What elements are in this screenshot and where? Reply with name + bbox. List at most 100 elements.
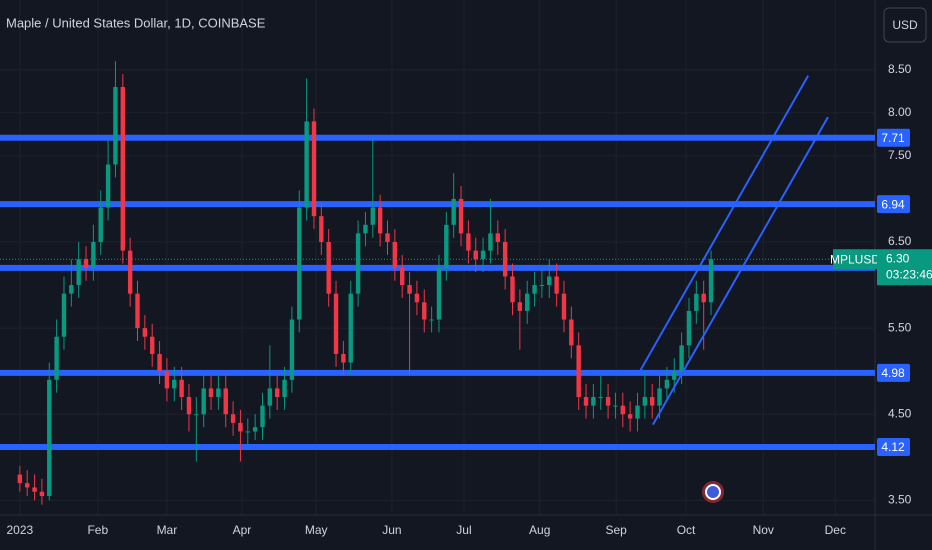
candle-body (208, 388, 214, 398)
candle-body (194, 414, 199, 416)
level-label: 4.12 (881, 440, 905, 454)
x-tick-label: 2023 (7, 523, 34, 537)
candle-body (120, 86, 125, 251)
symbol-tag (833, 249, 877, 270)
candle-body (319, 216, 324, 242)
candle-body (466, 233, 471, 251)
x-tick-label: Oct (677, 523, 696, 537)
candle-body (47, 379, 52, 497)
candle-body (25, 483, 30, 488)
candle-body (61, 293, 67, 337)
candle-body (304, 121, 309, 208)
candles (17, 61, 714, 505)
x-tick-label: Aug (529, 523, 550, 537)
candle-body (54, 336, 59, 380)
currency-button[interactable] (883, 7, 927, 43)
candle-body (694, 293, 699, 311)
candle-body (569, 319, 574, 346)
candle-body (267, 388, 273, 406)
candle-body (333, 293, 339, 354)
candle-body (451, 198, 456, 225)
candle-body (664, 379, 670, 389)
candle-body (105, 164, 111, 208)
candle-body (473, 250, 478, 260)
candle-body (679, 345, 684, 372)
candle-body (392, 241, 398, 268)
candle-body (275, 388, 280, 398)
candle-body (260, 405, 265, 428)
candle-body (326, 241, 331, 294)
candle-body (686, 310, 692, 346)
candle-body (517, 302, 523, 311)
y-tick-label: 7.50 (888, 148, 912, 162)
candle-body (561, 293, 567, 320)
candle-body (201, 388, 206, 415)
grid (0, 0, 875, 515)
candle-body (635, 405, 640, 419)
candle-body (429, 319, 434, 321)
candle-body (39, 491, 45, 497)
candle-body (414, 293, 420, 303)
level-tag (877, 437, 910, 456)
candle-body (642, 397, 648, 406)
trend-line (639, 75, 809, 371)
candle-body (583, 397, 589, 406)
candle-body (164, 371, 170, 389)
candle-body (510, 276, 515, 303)
candle-body (157, 353, 162, 372)
candle-body (576, 345, 581, 398)
candle-body (98, 207, 103, 242)
candle-body (91, 241, 96, 268)
candle-body (502, 241, 508, 277)
countdown-label: 03:23:46 (886, 267, 932, 281)
candle-body (480, 250, 486, 260)
candle-body (363, 224, 368, 234)
candle-body (252, 427, 258, 432)
candle-body (216, 388, 221, 398)
y-tick-label: 4.50 (888, 406, 912, 420)
candle-body (657, 388, 662, 406)
candle-body (407, 285, 412, 294)
level-tag (877, 195, 910, 214)
candle-body (172, 379, 177, 389)
candle-body (150, 336, 155, 354)
candle-body (598, 397, 603, 399)
x-tick-label: Sep (605, 523, 627, 537)
price-label: 6.30 (886, 251, 910, 265)
y-tick-label: 5.50 (888, 320, 912, 334)
x-tick-label: Jul (456, 523, 471, 537)
candle-body (32, 487, 37, 492)
level-label: 4.98 (881, 366, 905, 380)
y-tick-label: 3.50 (888, 493, 912, 507)
y-tick-label: 6.50 (888, 234, 912, 248)
candle-body (355, 233, 361, 294)
candle-body (422, 302, 427, 320)
candle-body (436, 267, 442, 320)
candle-body (83, 259, 89, 268)
candle-body (627, 414, 633, 419)
candle-body (179, 379, 184, 398)
candle-body (245, 431, 250, 433)
candle-body (385, 233, 390, 242)
candle-body (605, 397, 611, 406)
x-tick-label: Dec (825, 523, 846, 537)
candle-body (377, 207, 383, 234)
candle-body (297, 207, 302, 320)
currency-label[interactable]: USD (892, 18, 918, 32)
candle-body (620, 405, 625, 415)
symbol-label: MPLUSD (830, 252, 880, 266)
candle-body (701, 293, 706, 303)
overlay (0, 75, 875, 426)
price-tag (877, 249, 932, 286)
candle-body (348, 293, 353, 363)
candle-body (282, 379, 287, 398)
candle-body (495, 233, 500, 242)
candle-body (135, 293, 140, 329)
candle-body (127, 250, 133, 294)
candle-body (672, 371, 677, 380)
candle-body (238, 422, 243, 432)
trend-line (652, 116, 829, 426)
